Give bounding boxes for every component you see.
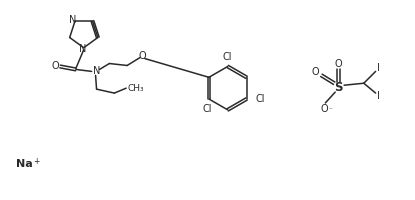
Text: Cl: Cl	[256, 94, 265, 104]
Text: Cl: Cl	[202, 104, 212, 114]
Text: I: I	[377, 63, 380, 73]
Text: O: O	[320, 104, 328, 114]
Text: O: O	[334, 59, 342, 69]
Text: Cl: Cl	[223, 52, 232, 62]
Text: +: +	[33, 157, 39, 166]
Text: O: O	[138, 51, 146, 61]
Text: I: I	[377, 91, 380, 101]
Text: Na: Na	[16, 159, 33, 169]
Text: N: N	[93, 66, 100, 76]
Text: ⁻: ⁻	[328, 107, 332, 113]
Text: S: S	[334, 81, 342, 94]
Text: N: N	[69, 15, 77, 25]
Text: CH₃: CH₃	[128, 84, 144, 93]
Text: N: N	[79, 44, 86, 54]
Text: O: O	[312, 67, 319, 77]
Text: O: O	[51, 61, 59, 71]
